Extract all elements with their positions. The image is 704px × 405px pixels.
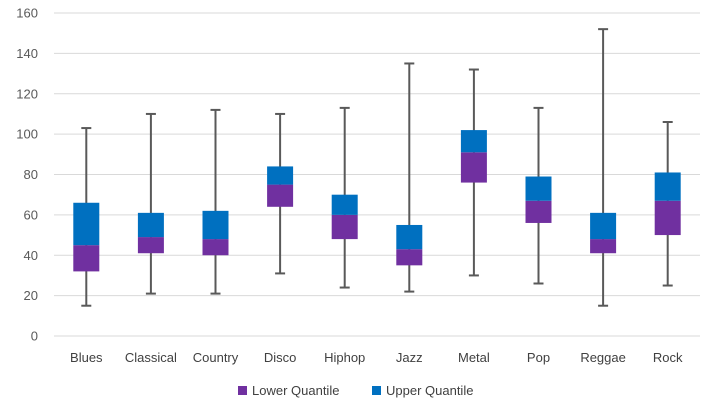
y-tick-label: 100	[16, 127, 38, 142]
legend-swatch-lower-quantile	[238, 386, 247, 395]
x-axis-category-labels: Blues Classical Country Disco Hiphop Jazz Meta…	[70, 350, 683, 365]
lower-quantile-box	[73, 245, 100, 272]
x-category-label: Country	[193, 350, 239, 365]
lower-quantile-box	[267, 184, 294, 207]
box-series	[73, 28, 681, 307]
y-tick-label: 120	[16, 86, 38, 101]
upper-quantile-box	[73, 202, 100, 246]
y-tick-label: 160	[16, 6, 38, 21]
x-category-label: Hiphop	[324, 350, 365, 365]
lower-quantile-box	[525, 200, 552, 223]
lower-quantile-box	[137, 237, 164, 254]
box-disco	[267, 112, 294, 275]
legend-label-lower-quantile: Lower Quantile	[252, 383, 339, 398]
box-pop	[525, 106, 552, 285]
x-category-label: Jazz	[396, 350, 423, 365]
upper-quantile-box	[137, 212, 164, 238]
box-rock	[654, 121, 681, 287]
y-tick-label: 0	[31, 329, 38, 344]
upper-quantile-box	[525, 176, 552, 201]
x-category-label: Pop	[527, 350, 550, 365]
box-hiphop	[331, 106, 358, 289]
x-category-label: Reggae	[580, 350, 626, 365]
legend-swatch-upper-quantile	[372, 386, 381, 395]
box-classical	[137, 112, 164, 295]
lower-quantile-box	[654, 200, 681, 236]
y-tick-label: 60	[24, 207, 38, 222]
y-tick-label: 40	[24, 248, 38, 263]
upper-quantile-box	[267, 166, 294, 185]
box-country	[202, 108, 229, 295]
x-category-label: Blues	[70, 350, 103, 365]
x-category-label: Classical	[125, 350, 177, 365]
box-metal	[460, 68, 487, 277]
upper-quantile-box	[460, 130, 487, 153]
lower-quantile-box	[396, 249, 423, 266]
x-category-label: Metal	[458, 350, 490, 365]
box-reggae	[590, 28, 617, 307]
x-category-label: Rock	[653, 350, 683, 365]
upper-quantile-box	[654, 172, 681, 201]
upper-quantile-box	[396, 224, 423, 250]
y-tick-label: 140	[16, 46, 38, 61]
lower-quantile-box	[331, 214, 358, 240]
y-tick-label: 80	[24, 167, 38, 182]
lower-quantile-box	[590, 239, 617, 254]
y-tick-label: 20	[24, 288, 38, 303]
upper-quantile-box	[202, 210, 229, 240]
legend-label-upper-quantile: Upper Quantile	[386, 383, 473, 398]
lower-quantile-box	[460, 152, 487, 183]
lower-quantile-box	[202, 239, 229, 256]
box-jazz	[396, 62, 423, 293]
x-category-label: Disco	[264, 350, 297, 365]
upper-quantile-box	[331, 194, 358, 215]
upper-quantile-box	[590, 212, 617, 240]
y-axis-tick-labels: 0 20 40 60 80 100 120 140 160	[16, 6, 38, 344]
legend: Lower Quantile Upper Quantile	[238, 383, 473, 398]
box-blues	[73, 127, 100, 307]
